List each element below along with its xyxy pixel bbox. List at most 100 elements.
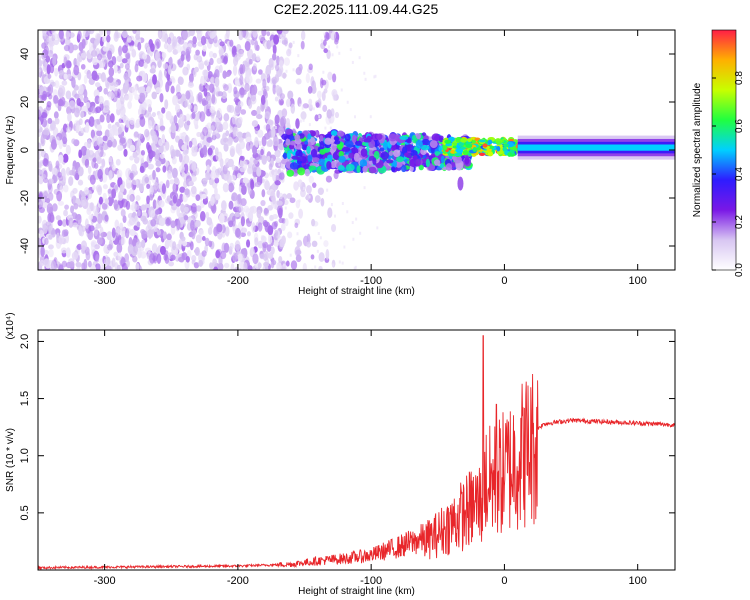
noise-cell [311,240,318,248]
noise-cell [127,91,133,102]
noise-cell [167,64,172,75]
noise-cell [152,199,157,210]
transition-cell [360,148,368,157]
noise-cell [151,111,157,118]
transition-cell [351,134,357,144]
noise-cell [84,158,90,169]
noise-cell [99,114,105,123]
noise-cell [125,177,132,188]
sparse-cell [374,74,377,78]
snr-multiplier: (x10⁴) [5,312,16,339]
transition-cell [440,163,445,168]
snr-xtick-label: 100 [629,575,647,587]
peak-cell [442,144,448,151]
noise-cell [188,140,193,148]
noise-cell [257,240,264,249]
colorbar: 0.0 0.2 0.4 0.6 0.8 Normalized spectral ampli… [692,29,745,277]
transition-cell [304,168,311,177]
noise-cell [80,63,86,70]
noise-cell [165,110,172,121]
noise-cell [312,182,317,188]
noise-cell [218,64,223,74]
noise-cell [165,81,170,93]
sparse-cell [346,210,349,214]
noise-cell [102,192,107,201]
noise-cell [231,195,235,201]
noise-cell [265,123,271,132]
noise-cell [300,40,305,50]
noise-cell [92,135,99,147]
noise-cell [53,111,59,119]
noise-cell [107,244,113,251]
noise-cell [124,63,130,70]
noise-cell [226,140,233,146]
sparse-cell [359,231,362,235]
noise-cell [274,149,281,158]
noise-cell [295,254,302,263]
noise-cell [321,79,327,86]
noise-cell [308,98,313,106]
noise-cell [250,205,257,214]
noise-cell [90,241,96,253]
noise-cell [294,222,299,229]
noise-cell [45,221,52,227]
transition-cell [431,133,441,142]
noise-cell [68,176,74,186]
noise-cell [54,67,59,77]
transition-cell [289,135,296,141]
noise-cell [190,175,197,182]
noise-cell [296,240,303,247]
noise-cell [48,248,54,258]
noise-cell [241,185,247,196]
noise-cell [65,166,71,176]
noise-cell [278,192,283,200]
noise-cell [214,177,220,184]
sparse-cell [285,69,288,73]
sparse-cell [279,34,282,38]
noise-cell [65,90,72,100]
noise-cell [230,263,235,270]
noise-cell [58,154,64,164]
peak-cell [496,145,501,152]
noise-cell [158,138,163,146]
noise-cell [129,117,135,126]
noise-cell [240,232,246,238]
noise-cell [235,143,241,154]
noise-cell [147,103,152,115]
snr-frame [37,329,676,571]
noise-cell [170,123,177,134]
noise-cell [62,153,69,163]
noise-cell [133,245,139,254]
noise-cell [139,86,146,93]
noise-cell [127,101,133,110]
noise-cell [240,109,247,115]
noise-cell [108,156,113,163]
noise-cell [56,190,63,202]
noise-cell [185,113,191,122]
noise-cell [311,85,317,94]
sparse-cell [301,106,304,110]
noise-cell [127,138,133,147]
noise-cell [212,52,218,59]
noise-cell [287,90,294,100]
noise-cell [49,125,54,132]
spectrogram-xtick-label: 0 [501,275,507,287]
transition-cell [412,134,417,141]
noise-cell [188,159,194,171]
noise-cell [280,116,287,128]
noise-cell [48,244,54,250]
noise-cell [223,143,229,152]
noise-cell [187,82,195,88]
noise-cell [121,230,127,238]
noise-cell [231,215,236,227]
noise-cell [256,167,262,177]
noise-cell [133,131,139,138]
noise-cell [232,126,239,135]
transition-cell [330,130,338,137]
noise-cell [214,68,220,79]
noise-cell [297,179,303,188]
noise-cell [251,109,258,117]
noise-cell [322,104,328,113]
noise-cell [102,55,108,65]
noise-cell [192,36,197,45]
